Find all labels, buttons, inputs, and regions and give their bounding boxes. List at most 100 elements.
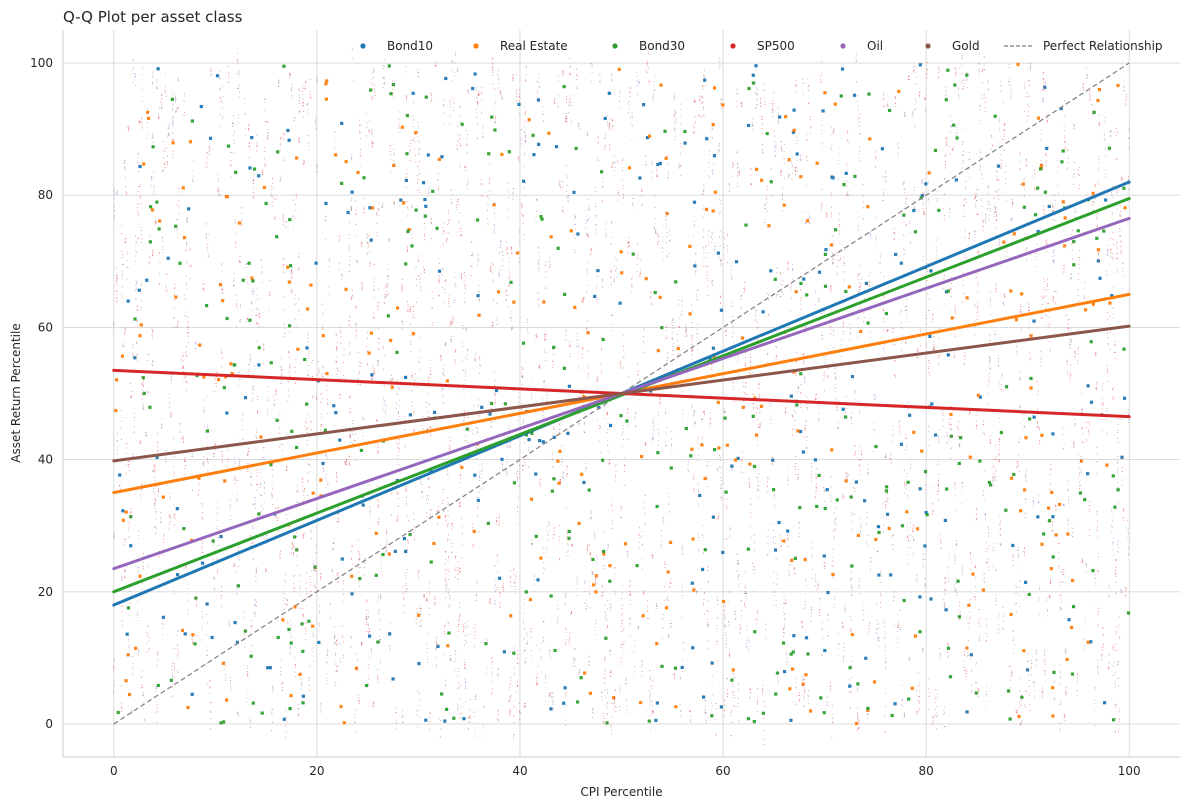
point xyxy=(174,299,176,301)
point xyxy=(502,585,504,587)
point xyxy=(737,703,739,705)
point xyxy=(400,290,402,292)
point xyxy=(1116,253,1118,255)
point xyxy=(275,418,279,422)
point xyxy=(740,102,742,104)
point xyxy=(699,95,701,97)
point xyxy=(570,611,572,613)
point xyxy=(1079,474,1081,476)
point xyxy=(689,710,691,712)
point xyxy=(136,308,138,310)
point xyxy=(439,354,441,356)
point xyxy=(1111,718,1116,722)
point xyxy=(372,705,374,707)
point xyxy=(283,264,285,266)
point xyxy=(1047,288,1049,290)
point xyxy=(739,624,741,626)
point xyxy=(752,408,754,410)
point xyxy=(635,425,637,427)
point xyxy=(429,513,431,515)
point xyxy=(1101,653,1103,655)
point xyxy=(146,116,151,120)
point xyxy=(1106,381,1108,383)
point xyxy=(154,498,156,500)
point xyxy=(1045,154,1047,156)
point xyxy=(488,177,490,179)
point xyxy=(387,64,391,68)
point xyxy=(132,356,134,358)
point xyxy=(221,661,226,665)
point xyxy=(295,217,297,219)
point xyxy=(985,561,987,563)
point xyxy=(926,280,928,282)
point xyxy=(1076,677,1078,679)
point xyxy=(600,170,604,174)
point xyxy=(819,696,823,700)
point xyxy=(289,363,291,365)
point xyxy=(292,545,294,547)
point xyxy=(759,97,761,99)
point xyxy=(1033,187,1035,189)
point xyxy=(490,692,492,694)
point xyxy=(583,671,587,675)
point xyxy=(611,125,613,127)
point xyxy=(405,176,407,178)
point xyxy=(521,368,523,370)
point xyxy=(307,619,311,623)
point xyxy=(795,462,797,464)
point xyxy=(542,562,544,564)
point xyxy=(437,511,439,513)
point xyxy=(173,663,175,665)
point xyxy=(813,458,817,462)
point xyxy=(414,131,418,135)
point xyxy=(182,435,184,437)
point xyxy=(922,202,924,204)
point xyxy=(469,715,471,717)
point xyxy=(830,690,832,691)
point xyxy=(1097,625,1099,627)
point xyxy=(297,269,299,271)
point xyxy=(260,272,262,274)
point xyxy=(271,497,273,499)
point xyxy=(288,706,292,711)
point xyxy=(335,345,337,347)
point xyxy=(776,347,778,349)
point xyxy=(410,323,412,325)
point xyxy=(256,475,258,477)
point xyxy=(648,51,650,53)
point xyxy=(969,623,971,625)
point xyxy=(978,689,980,691)
point xyxy=(492,87,494,89)
point xyxy=(1096,526,1098,528)
point xyxy=(149,235,151,237)
point xyxy=(488,602,490,604)
point xyxy=(651,700,653,702)
point xyxy=(251,625,253,627)
point xyxy=(234,219,236,221)
point xyxy=(261,259,263,261)
point xyxy=(154,471,156,473)
point xyxy=(1071,229,1073,231)
point xyxy=(578,413,580,415)
point xyxy=(947,651,949,653)
point xyxy=(1052,205,1054,207)
point xyxy=(1066,371,1068,373)
point xyxy=(1016,603,1018,605)
point xyxy=(437,523,439,525)
point xyxy=(177,671,179,673)
point xyxy=(293,574,295,576)
point xyxy=(118,473,122,477)
point xyxy=(306,431,308,433)
point xyxy=(470,699,471,701)
point xyxy=(143,385,145,387)
point xyxy=(491,688,493,690)
point xyxy=(559,559,561,561)
point xyxy=(609,459,611,461)
point xyxy=(969,551,971,553)
point xyxy=(668,177,670,179)
point xyxy=(377,446,379,448)
point xyxy=(693,132,695,134)
point xyxy=(373,264,375,266)
point xyxy=(701,102,703,104)
point xyxy=(833,530,835,532)
